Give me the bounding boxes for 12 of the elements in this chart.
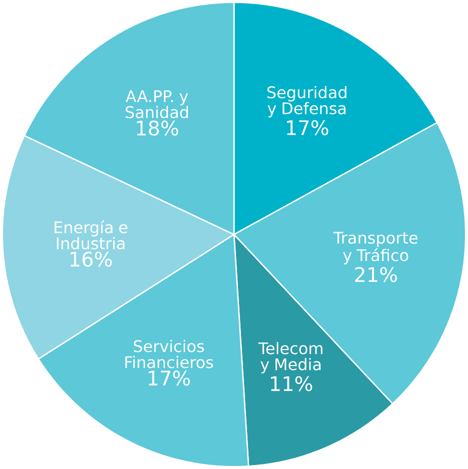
data-label: 11% [271, 376, 312, 392]
data-label: 16% [70, 252, 112, 267]
data-label: 21% [355, 267, 397, 282]
slice-label: Seguridad y Defensa [267, 86, 346, 118]
slice-label: Transporte y Tráfico [333, 232, 418, 264]
slice-label: Telecom y Media [258, 342, 322, 374]
data-label: 18% [137, 120, 178, 136]
data-label: 17% [287, 120, 328, 136]
slice-label: Energía e Industria [54, 220, 128, 250]
slice-label: AA.PP. y Sanidad [126, 90, 188, 118]
slice-label: Servicios Financieros [125, 340, 214, 368]
data-label: 17% [148, 370, 190, 386]
